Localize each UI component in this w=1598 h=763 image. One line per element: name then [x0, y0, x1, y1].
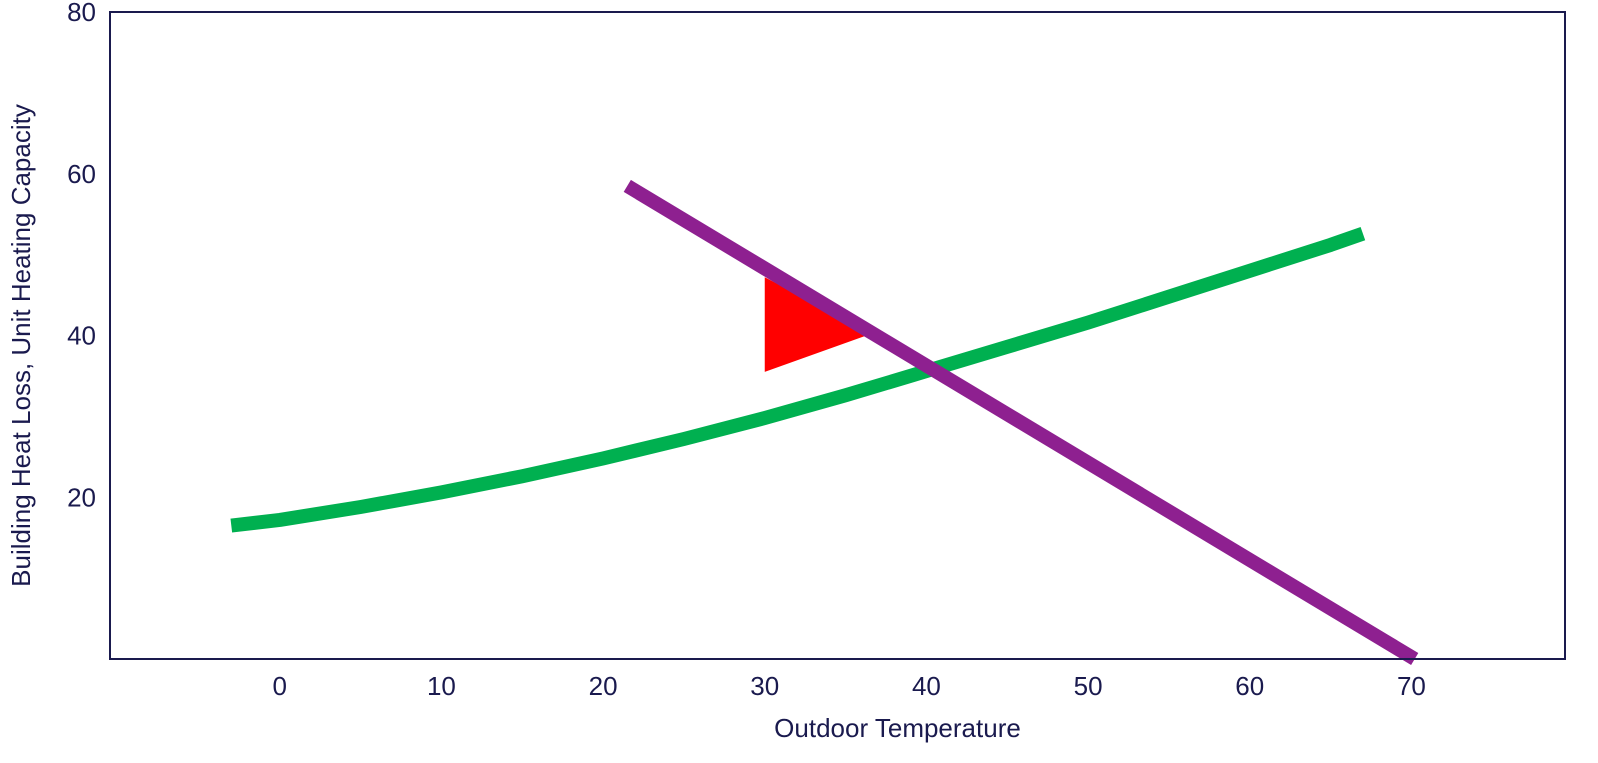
x-tick-label: 60 — [1235, 671, 1264, 701]
x-tick-label: 70 — [1397, 671, 1426, 701]
y-axis-title: Building Heat Loss, Unit Heating Capacit… — [6, 104, 36, 587]
x-tick-label: 30 — [750, 671, 779, 701]
x-tick-label: 40 — [912, 671, 941, 701]
series-line-2 — [623, 179, 1419, 666]
y-tick-label: 40 — [67, 321, 96, 351]
series-line-1 — [230, 226, 1366, 533]
plot-frame — [109, 11, 1566, 660]
x-tick-label: 0 — [273, 671, 287, 701]
y-tick-label: 60 — [67, 159, 96, 189]
x-tick-label: 20 — [589, 671, 618, 701]
x-axis-title: Outdoor Temperature — [774, 713, 1021, 743]
y-tick-label: 80 — [67, 0, 96, 27]
y-tick-label: 20 — [67, 482, 96, 512]
x-tick-label: 50 — [1074, 671, 1103, 701]
shaded-region — [764, 277, 874, 372]
x-tick-label: 10 — [427, 671, 456, 701]
